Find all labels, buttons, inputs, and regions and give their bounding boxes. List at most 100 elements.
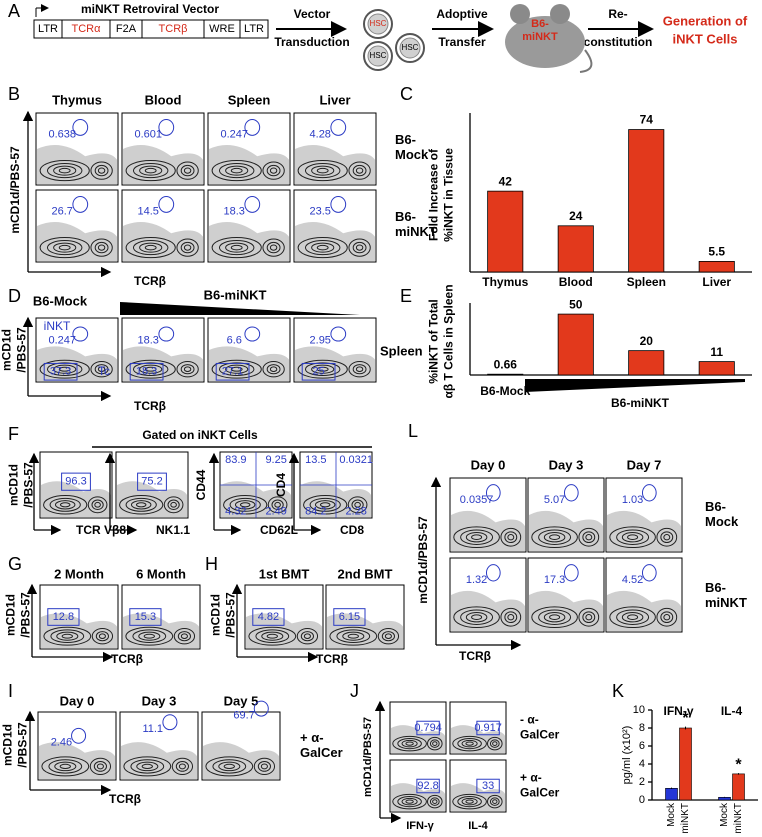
label: iNKT Cells — [672, 31, 737, 46]
series-label: Mock — [719, 802, 730, 827]
contour — [94, 364, 109, 375]
gate — [476, 720, 500, 736]
contour — [176, 238, 199, 257]
contour — [316, 167, 329, 174]
contour — [132, 163, 169, 179]
contour — [397, 796, 422, 808]
contour — [582, 611, 596, 624]
label: GalCer — [520, 786, 560, 800]
hsc-nucleus — [367, 13, 389, 35]
contour — [460, 609, 494, 625]
label: 2 Month — [54, 566, 104, 581]
gate-value: 18.3 — [224, 206, 245, 218]
gate-value: 25 — [312, 366, 324, 378]
contour — [230, 244, 243, 251]
gate-value: 83.9 — [225, 454, 246, 466]
contour — [234, 500, 256, 510]
bar — [628, 350, 665, 376]
gate — [158, 326, 175, 342]
contour — [429, 797, 440, 806]
contour — [269, 244, 278, 251]
contour — [296, 628, 319, 645]
contour — [132, 240, 169, 256]
bar — [679, 727, 692, 801]
label: Mock — [705, 514, 739, 529]
hsc-nucleus — [367, 45, 389, 67]
contour — [348, 161, 371, 180]
gate — [563, 484, 579, 502]
contour — [543, 532, 566, 543]
contour — [504, 531, 518, 544]
gate — [641, 484, 657, 502]
contour — [266, 364, 281, 375]
contour — [211, 237, 262, 259]
series-label: miNKT — [680, 803, 691, 834]
contour — [59, 502, 71, 508]
label: Re- — [608, 7, 627, 21]
contour — [262, 238, 285, 257]
gate — [129, 608, 162, 626]
contour — [123, 756, 172, 777]
series-label: Mock — [666, 802, 677, 827]
x-tick-label: B6-Mock — [480, 384, 530, 398]
gate-value: 0.0321 — [339, 454, 373, 466]
label: Transduction — [274, 35, 349, 49]
contour — [627, 534, 639, 540]
contour — [248, 626, 297, 646]
contour — [176, 161, 199, 180]
label: TCR Vβ8 — [76, 523, 126, 537]
gate-value: 18.3 — [136, 366, 157, 378]
contour — [266, 633, 278, 639]
contour — [218, 163, 255, 179]
contour — [549, 614, 561, 620]
label: constitution — [584, 35, 653, 49]
contour — [427, 736, 443, 751]
contour — [94, 241, 109, 254]
label: Blood — [145, 92, 182, 107]
gate — [158, 118, 175, 136]
bar — [487, 373, 524, 376]
panel-letter: A — [8, 1, 20, 21]
label: /PBS-57 — [19, 592, 33, 638]
contour — [95, 631, 109, 642]
x-tick-label: Thymus — [482, 275, 528, 289]
contour — [461, 739, 478, 748]
contour — [329, 626, 378, 646]
contour — [91, 628, 114, 645]
label: 6 Month — [136, 566, 186, 581]
contour — [465, 741, 474, 746]
contour — [43, 626, 92, 646]
contour — [266, 164, 281, 177]
hsc-label: HSC — [370, 19, 387, 28]
contour — [218, 362, 255, 376]
label: miNKT — [705, 595, 747, 610]
contour — [253, 757, 276, 776]
contour — [180, 364, 195, 375]
gate — [47, 608, 80, 626]
label: iNKT — [44, 319, 71, 333]
contour — [212, 759, 247, 774]
label: Day 7 — [627, 457, 662, 472]
contour — [180, 164, 195, 177]
gate — [244, 118, 261, 136]
mouse-body — [505, 16, 585, 68]
contour — [56, 631, 79, 641]
contour — [347, 496, 368, 514]
contour — [311, 364, 335, 374]
contour — [465, 612, 488, 623]
label: mCD1d/PBS-57 — [362, 717, 374, 797]
panel-letter: D — [8, 286, 21, 306]
contour — [136, 761, 159, 772]
gate-value: 75.2 — [141, 476, 162, 488]
label: mCD1d — [7, 464, 21, 506]
contour — [205, 756, 254, 777]
label: Generation of — [663, 13, 748, 28]
gate — [330, 118, 347, 136]
contour — [352, 364, 367, 375]
contour — [504, 611, 518, 624]
gate-value: 11.1 — [142, 723, 163, 735]
label: Gated on iNKT Cells — [142, 428, 258, 442]
x-tick-label: Blood — [559, 275, 593, 289]
contour — [609, 526, 656, 549]
